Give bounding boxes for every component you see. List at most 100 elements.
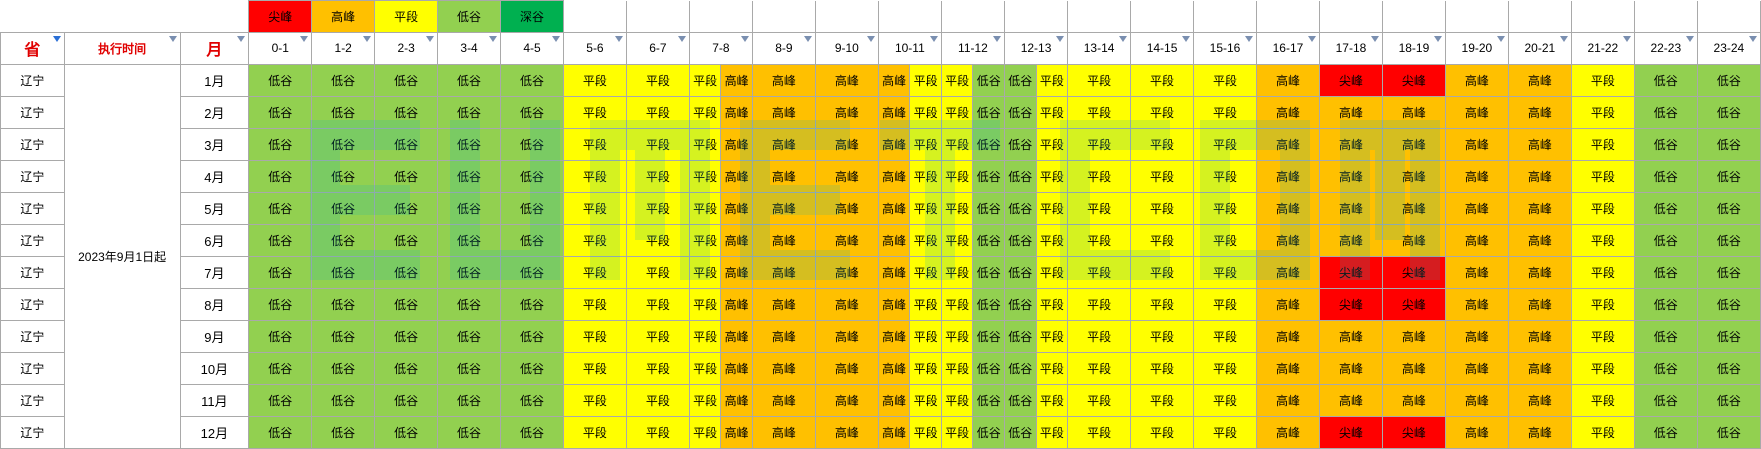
slot-cell-15-16: 平段 xyxy=(1194,160,1257,192)
slot-cell-20-21: 高峰 xyxy=(1508,256,1571,288)
slot-half: 高峰 xyxy=(879,65,910,96)
slot-cell-19-20: 高峰 xyxy=(1445,160,1508,192)
filter-icon[interactable] xyxy=(1434,36,1442,42)
slot-cell-18-19: 尖峰 xyxy=(1382,64,1445,96)
slot-cell-7-8: 平段 高峰 xyxy=(689,416,752,448)
slot-cell-12-13: 低谷 平段 xyxy=(1005,256,1068,288)
filter-icon[interactable] xyxy=(1560,36,1568,42)
hour-header-13-14: 13-14 xyxy=(1068,32,1131,64)
slot-cell-14-15: 平段 xyxy=(1131,64,1194,96)
slot-cell-0-1: 低谷 xyxy=(249,64,312,96)
filter-icon[interactable] xyxy=(930,36,938,42)
filter-icon[interactable] xyxy=(169,36,177,42)
filter-icon[interactable] xyxy=(1308,36,1316,42)
filter-icon[interactable] xyxy=(363,36,371,42)
filter-icon[interactable] xyxy=(1245,36,1253,42)
filter-icon[interactable] xyxy=(489,36,497,42)
slot-cell-1-2: 低谷 xyxy=(312,384,375,416)
filter-icon[interactable] xyxy=(53,36,61,42)
slot-cell-5-6: 平段 xyxy=(563,192,626,224)
slot-cell-20-21: 高峰 xyxy=(1508,128,1571,160)
slot-half: 平段 xyxy=(942,417,973,448)
slot-half: 低谷 xyxy=(1005,417,1036,448)
slot-cell-8-9: 高峰 xyxy=(752,352,815,384)
slot-cell-18-19: 尖峰 xyxy=(1382,416,1445,448)
slot-cell-20-21: 高峰 xyxy=(1508,352,1571,384)
filter-icon[interactable] xyxy=(1749,36,1757,42)
filter-icon[interactable] xyxy=(867,36,875,42)
slot-cell-1-2: 低谷 xyxy=(312,416,375,448)
legend-empty-cell xyxy=(815,1,878,33)
slot-cell-1-2: 低谷 xyxy=(312,128,375,160)
hour-header-label: 20-21 xyxy=(1525,41,1556,55)
slot-cell-21-22: 平段 xyxy=(1571,160,1634,192)
slot-half: 平段 xyxy=(1036,65,1068,96)
filter-icon[interactable] xyxy=(804,36,812,42)
slot-half: 高峰 xyxy=(720,385,752,416)
exec-time-cell: 2023年9月1日起 xyxy=(64,64,180,448)
filter-icon[interactable] xyxy=(1497,36,1505,42)
slot-cell-4-5: 低谷 xyxy=(501,128,564,160)
slot-half: 平段 xyxy=(1036,385,1068,416)
slot-cell-6-7: 平段 xyxy=(626,288,689,320)
legend-empty-cell xyxy=(1257,1,1320,33)
filter-icon[interactable] xyxy=(1371,36,1379,42)
filter-icon[interactable] xyxy=(678,36,686,42)
filter-icon[interactable] xyxy=(1182,36,1190,42)
slot-cell-10-11: 高峰 平段 xyxy=(878,96,941,128)
slot-cell-6-7: 平段 xyxy=(626,384,689,416)
slot-cell-17-18: 高峰 xyxy=(1319,352,1382,384)
slot-cell-9-10: 高峰 xyxy=(815,128,878,160)
filter-icon[interactable] xyxy=(993,36,1001,42)
slot-cell-2-3: 低谷 xyxy=(375,416,438,448)
slot-half: 高峰 xyxy=(720,225,752,256)
legend-empty-cell xyxy=(1697,1,1760,33)
slot-cell-11-12: 平段 低谷 xyxy=(941,320,1004,352)
filter-icon[interactable] xyxy=(237,36,245,42)
table-row: 辽宁 4月 低谷 低谷 低谷 低谷 低谷 平段 平段 平段 高峰 高峰 高峰 高峰 平段 平段 低谷 低谷 平段 平段… xyxy=(1,160,1761,192)
slot-half: 平段 xyxy=(909,97,941,128)
hour-header-label: 10-11 xyxy=(895,41,925,55)
slot-cell-7-8: 平段 高峰 xyxy=(689,192,752,224)
slot-cell-23-24: 低谷 xyxy=(1697,128,1760,160)
legend-empty-cell xyxy=(941,1,1004,33)
slot-half: 平段 xyxy=(909,161,941,192)
month-cell: 6月 xyxy=(180,224,249,256)
slot-cell-21-22: 平段 xyxy=(1571,320,1634,352)
slot-cell-13-14: 平段 xyxy=(1068,416,1131,448)
filter-icon[interactable] xyxy=(1119,36,1127,42)
slot-half: 平段 xyxy=(909,129,941,160)
month-header-label: 月 xyxy=(206,42,222,59)
slot-cell-4-5: 低谷 xyxy=(501,256,564,288)
slot-cell-6-7: 平段 xyxy=(626,128,689,160)
slot-half: 平段 xyxy=(1036,321,1068,352)
slot-cell-15-16: 平段 xyxy=(1194,352,1257,384)
slot-half: 低谷 xyxy=(972,97,1004,128)
slot-cell-15-16: 平段 xyxy=(1194,288,1257,320)
filter-icon[interactable] xyxy=(741,36,749,42)
filter-icon[interactable] xyxy=(615,36,623,42)
hour-header-17-18: 17-18 xyxy=(1319,32,1382,64)
slot-cell-9-10: 高峰 xyxy=(815,288,878,320)
slot-cell-21-22: 平段 xyxy=(1571,256,1634,288)
slot-cell-3-4: 低谷 xyxy=(438,96,501,128)
slot-cell-19-20: 高峰 xyxy=(1445,288,1508,320)
hour-header-label: 14-15 xyxy=(1147,41,1178,55)
slot-cell-10-11: 高峰 平段 xyxy=(878,224,941,256)
slot-cell-3-4: 低谷 xyxy=(438,160,501,192)
legend-1: 高峰 xyxy=(312,1,375,33)
filter-icon[interactable] xyxy=(426,36,434,42)
filter-icon[interactable] xyxy=(1686,36,1694,42)
province-cell: 辽宁 xyxy=(1,352,65,384)
province-cell: 辽宁 xyxy=(1,416,65,448)
filter-icon[interactable] xyxy=(1056,36,1064,42)
slot-cell-16-17: 高峰 xyxy=(1257,352,1320,384)
slot-cell-6-7: 平段 xyxy=(626,96,689,128)
filter-icon[interactable] xyxy=(1623,36,1631,42)
slot-cell-16-17: 高峰 xyxy=(1257,320,1320,352)
slot-cell-23-24: 低谷 xyxy=(1697,160,1760,192)
slot-cell-7-8: 平段 高峰 xyxy=(689,384,752,416)
filter-icon[interactable] xyxy=(552,36,560,42)
filter-icon[interactable] xyxy=(300,36,308,42)
